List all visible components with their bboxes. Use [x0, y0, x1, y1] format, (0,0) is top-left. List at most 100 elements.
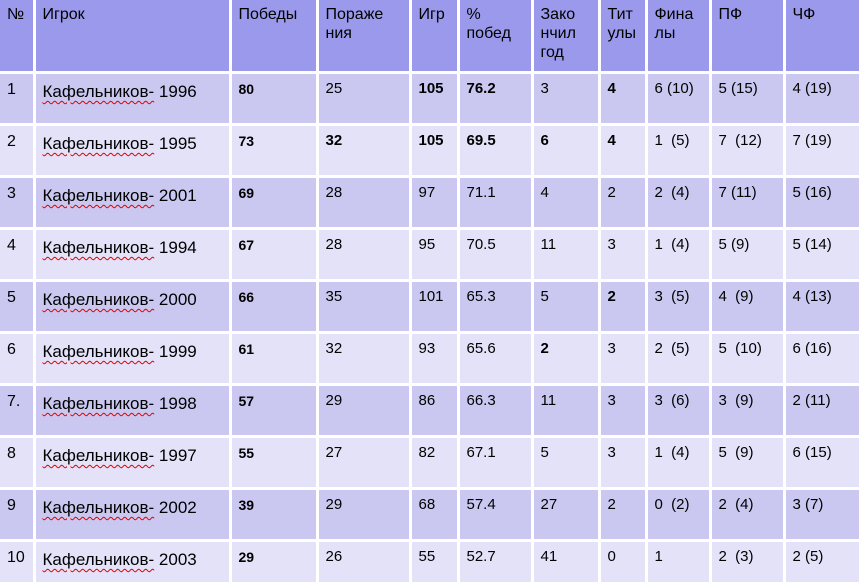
cell-sf: 5 (9): [710, 436, 786, 490]
cell-titles: 3: [599, 436, 648, 490]
player-year: 2001: [158, 186, 197, 205]
player-year: 2002: [158, 498, 197, 517]
cell-sf: 5 (15): [710, 72, 786, 126]
cell-titles: 4: [599, 124, 648, 178]
cell-pct: 66.3: [458, 384, 534, 438]
cell-qf: 2 (11): [784, 384, 859, 438]
player-year: 1994: [158, 238, 197, 257]
cell-qf: 7 (19): [784, 124, 859, 178]
table-row: 10 Кафельников- 2003 29 26 55 52.7 41 0 1 2 (3) 2 …: [0, 540, 859, 582]
player-name: Кафельников-: [42, 290, 155, 309]
cell-sf: 3 (9): [710, 384, 786, 438]
cell-finals: 3 (5): [646, 280, 712, 334]
cell-wins: 67: [230, 228, 319, 282]
cell-titles: 2: [599, 488, 648, 542]
cell-titles: 4: [599, 72, 648, 126]
table-row: 1 Кафельников- 1996 80 25 105 76.2 3 4 6 (10) 5 (…: [0, 72, 859, 126]
cell-games: 68: [410, 488, 460, 542]
cell-pct: 69.5: [458, 124, 534, 178]
cell-losses: 26: [317, 540, 412, 582]
cell-qf: 4 (13): [784, 280, 859, 334]
cell-year_end: 11: [532, 384, 601, 438]
cell-games: 101: [410, 280, 460, 334]
cell-pct: 71.1: [458, 176, 534, 230]
cell-losses: 28: [317, 228, 412, 282]
cell-losses: 28: [317, 176, 412, 230]
cell-losses: 35: [317, 280, 412, 334]
cell-year_end: 41: [532, 540, 601, 582]
cell-finals: 3 (6): [646, 384, 712, 438]
cell-player: Кафельников- 1999: [34, 332, 232, 386]
cell-wins: 61: [230, 332, 319, 386]
col-header-games: Игр: [410, 0, 460, 74]
cell-finals: 1 (4): [646, 436, 712, 490]
player-name: Кафельников-: [42, 446, 155, 465]
cell-titles: 0: [599, 540, 648, 582]
table-row: 3 Кафельников- 2001 69 28 97 71.1 4 2 2 (4) 7 (11…: [0, 176, 859, 230]
table-row: 5 Кафельников- 2000 66 35 101 65.3 5 2 3 (5) 4 (9…: [0, 280, 859, 334]
cell-titles: 3: [599, 384, 648, 438]
player-name: Кафельников-: [42, 394, 155, 413]
cell-pct: 57.4: [458, 488, 534, 542]
cell-player: Кафельников- 2002: [34, 488, 232, 542]
cell-pct: 70.5: [458, 228, 534, 282]
col-header-losses: Пораже ния: [317, 0, 412, 74]
cell-num: 6: [0, 332, 36, 386]
cell-qf: 5 (16): [784, 176, 859, 230]
cell-qf: 6 (16): [784, 332, 859, 386]
cell-qf: 6 (15): [784, 436, 859, 490]
col-header-year_end: Зако нчил год: [532, 0, 601, 74]
cell-year_end: 6: [532, 124, 601, 178]
cell-games: 105: [410, 72, 460, 126]
cell-finals: 2 (4): [646, 176, 712, 230]
cell-sf: 5 (9): [710, 228, 786, 282]
cell-wins: 57: [230, 384, 319, 438]
cell-wins: 80: [230, 72, 319, 126]
cell-num: 8: [0, 436, 36, 490]
table-row: 7. Кафельников- 1998 57 29 86 66.3 11 3 3 (6) 3 (…: [0, 384, 859, 438]
cell-sf: 2 (4): [710, 488, 786, 542]
cell-player: Кафельников- 2003: [34, 540, 232, 582]
player-name: Кафельников-: [42, 134, 155, 153]
player-name: Кафельников-: [42, 498, 155, 517]
cell-games: 105: [410, 124, 460, 178]
player-name: Кафельников-: [42, 342, 155, 361]
col-header-num: №: [0, 0, 36, 74]
cell-year_end: 11: [532, 228, 601, 282]
cell-pct: 52.7: [458, 540, 534, 582]
col-header-finals: Фина лы: [646, 0, 712, 74]
col-header-pct: % побед: [458, 0, 534, 74]
cell-num: 5: [0, 280, 36, 334]
cell-year_end: 5: [532, 280, 601, 334]
cell-num: 1: [0, 72, 36, 126]
cell-games: 93: [410, 332, 460, 386]
cell-num: 10: [0, 540, 36, 582]
player-name: Кафельников-: [42, 186, 155, 205]
cell-year_end: 2: [532, 332, 601, 386]
player-year: 1999: [158, 342, 197, 361]
cell-pct: 67.1: [458, 436, 534, 490]
col-header-qf: ЧФ: [784, 0, 859, 74]
cell-games: 97: [410, 176, 460, 230]
cell-player: Кафельников- 1997: [34, 436, 232, 490]
cell-num: 3: [0, 176, 36, 230]
cell-year_end: 4: [532, 176, 601, 230]
cell-sf: 2 (3): [710, 540, 786, 582]
cell-year_end: 3: [532, 72, 601, 126]
cell-player: Кафельников- 1994: [34, 228, 232, 282]
cell-sf: 7 (12): [710, 124, 786, 178]
cell-losses: 27: [317, 436, 412, 490]
cell-player: Кафельников- 2001: [34, 176, 232, 230]
cell-games: 95: [410, 228, 460, 282]
cell-titles: 3: [599, 228, 648, 282]
player-year: 2003: [158, 550, 197, 569]
cell-losses: 29: [317, 488, 412, 542]
cell-num: 2: [0, 124, 36, 178]
cell-titles: 2: [599, 176, 648, 230]
cell-sf: 5 (10): [710, 332, 786, 386]
cell-wins: 66: [230, 280, 319, 334]
table-row: 8 Кафельников- 1997 55 27 82 67.1 5 3 1 (4) 5 (9)…: [0, 436, 859, 490]
player-year: 1997: [158, 446, 197, 465]
